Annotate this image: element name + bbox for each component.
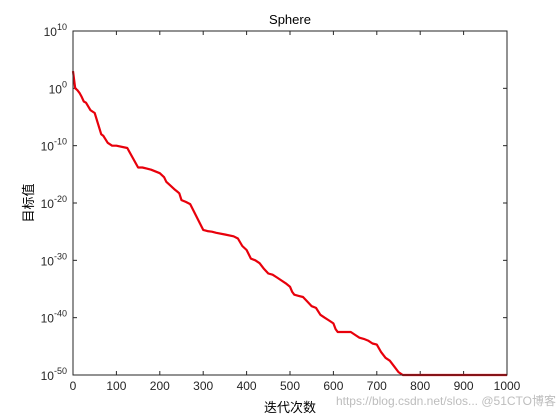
y-axis-label: 目标值 xyxy=(21,183,37,222)
x-tick-label: 200 xyxy=(150,379,170,393)
y-tick-label: 10-10 xyxy=(41,137,67,154)
y-tick-label: 10-50 xyxy=(41,366,67,383)
y-tick-label: 100 xyxy=(49,79,67,96)
x-tick-label: 0 xyxy=(70,379,77,393)
y-tick-label: 1010 xyxy=(44,22,67,39)
x-tick-label: 500 xyxy=(280,379,300,393)
y-tick-label: 10-20 xyxy=(41,194,67,211)
x-tick-label: 100 xyxy=(106,379,126,393)
x-tick-label: 400 xyxy=(237,379,257,393)
x-tick-label: 800 xyxy=(410,379,430,393)
x-tick-label: 700 xyxy=(367,379,387,393)
chart-title: Sphere xyxy=(269,12,311,27)
x-axis-ticks: 0 100 200 300 400 500 600 700 800 900 1000 xyxy=(70,31,521,393)
plot-frame xyxy=(72,30,508,376)
x-axis-label: 迭代次数 xyxy=(264,400,316,416)
y-tick-label: 10-30 xyxy=(41,251,67,268)
x-tick-label: 300 xyxy=(193,379,213,393)
x-tick-label: 600 xyxy=(323,379,343,393)
y-axis-ticks: 1010 100 10-10 10-20 10-30 10-40 10-50 xyxy=(41,22,507,383)
x-tick-label: 1000 xyxy=(494,379,521,393)
plot-background xyxy=(73,31,507,375)
watermark: https://blog.csdn.net/slos... @51CTO博客 xyxy=(336,393,556,408)
x-tick-label: 900 xyxy=(454,379,474,393)
y-tick-label: 10-40 xyxy=(41,309,67,326)
